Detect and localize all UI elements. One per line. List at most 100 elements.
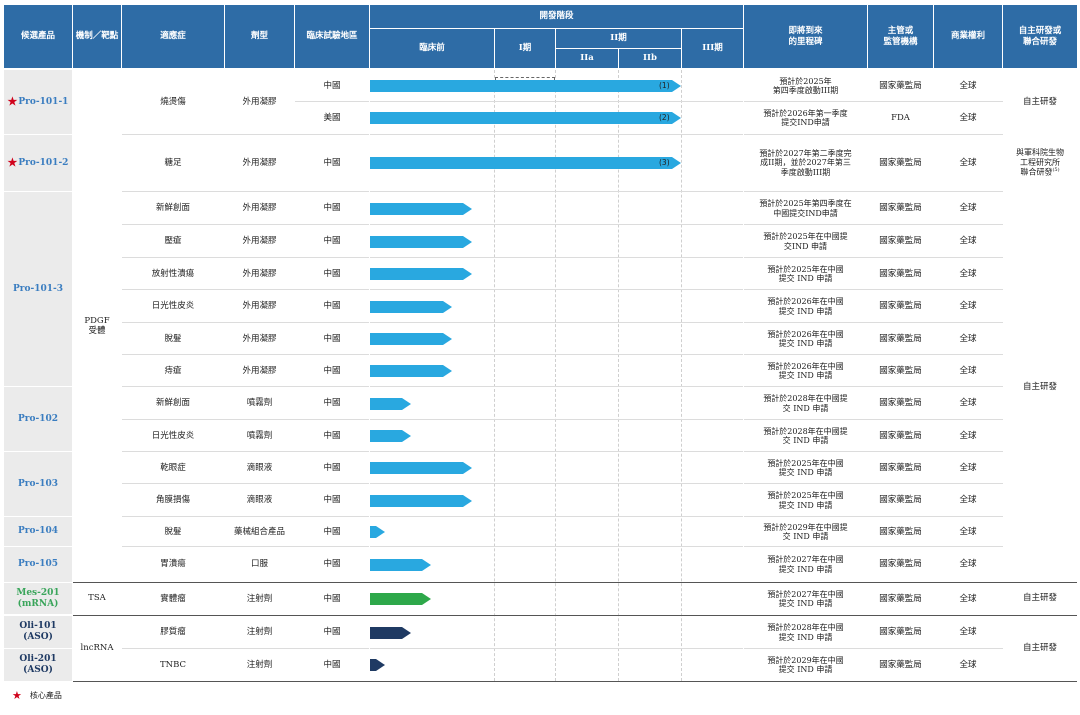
progress-bar: [370, 430, 411, 442]
commercial-rights: 全球: [959, 559, 977, 570]
commercial-rights: 全球: [959, 526, 977, 537]
progress-arrow: [370, 398, 411, 410]
product-mes201: Mes-201 (mRNA): [4, 583, 72, 614]
row-divider: [370, 224, 743, 225]
stage-divider: [555, 70, 556, 681]
indication-burns: 燒燙傷: [122, 70, 224, 134]
header-preclinical: 臨床前: [370, 29, 494, 68]
authority: 國家藥監局: [879, 559, 922, 570]
mechanism-pdgf-line1: PDGF: [84, 315, 110, 326]
row-divider: [370, 483, 743, 484]
header-milestone-line1: 即將到來: [788, 25, 823, 36]
product-cell-pro104: [4, 517, 72, 546]
header-milestone-line2: 的里程碑: [788, 36, 823, 47]
progress-arrow: [370, 157, 681, 169]
product-pro101-2: ★ Pro-101-2: [4, 135, 72, 191]
authority: 國家藥監局: [879, 659, 922, 670]
indication: 壓瘡: [164, 236, 182, 247]
row-divider: [122, 257, 369, 258]
bar-footnote-label: (1): [659, 81, 670, 90]
milestone: 預計於2025年在中國 提交 IND 申請: [767, 264, 844, 283]
authority: 國家藥監局: [879, 268, 922, 279]
progress-bar: [370, 462, 472, 474]
header-stage: 開發階段: [370, 5, 743, 28]
progress-arrow: [370, 659, 385, 671]
legend: ★ 核心產品: [12, 689, 62, 702]
commercial-rights: 全球: [959, 236, 977, 247]
devmode-others-label: 自主研發: [1022, 381, 1057, 392]
row-divider: [744, 451, 1003, 452]
product-pro103: Pro-103: [4, 452, 72, 516]
progress-bar: [370, 559, 431, 571]
row-divider: [122, 354, 369, 355]
dosage-form: 注射劑: [246, 593, 273, 604]
trial-region: 中國: [323, 268, 341, 279]
devmode-pro101-2-line2: 工程研究所: [1020, 157, 1060, 167]
trial-region: 中國: [323, 430, 341, 441]
row-divider: [744, 289, 1003, 290]
header-phase2a: IIa: [556, 49, 618, 68]
authority: 國家藥監局: [879, 203, 922, 214]
header-candidate: 候選產品: [4, 5, 72, 68]
header-region-label: 臨床試驗地區: [306, 31, 358, 42]
header-candidate-label: 候選產品: [20, 31, 55, 42]
dosage-form: 外用凝膠: [242, 333, 277, 344]
progress-bar: [370, 495, 472, 507]
authority: 國家藥監局: [879, 398, 922, 409]
mechanism-pdgf-line2: 受體: [88, 326, 106, 336]
dosage-form: 口服: [250, 559, 268, 570]
authority: 國家藥監局: [879, 495, 922, 506]
stage-divider: [618, 70, 619, 681]
indication: 日光性皮炎: [151, 301, 195, 312]
commercial-rights: 全球: [959, 80, 977, 91]
progress-bar: [370, 333, 452, 345]
row-divider: [122, 322, 369, 323]
stage-divider: [681, 70, 682, 681]
header-rights-label: 商業權利: [950, 31, 985, 42]
commercial-rights: 全球: [959, 398, 977, 409]
header-dosage-form: 劑型: [225, 5, 294, 68]
milestone: 預計於2027年在中國 提交 IND 申請: [767, 555, 844, 574]
trial-region: 中國: [323, 333, 341, 344]
indication: 膠質瘤: [160, 627, 186, 638]
row-divider: [370, 546, 743, 547]
product-pro101-3: Pro-101-3: [4, 192, 72, 386]
commercial-rights: 全球: [959, 593, 977, 604]
header-devmode-line1: 自主研發或: [1018, 25, 1062, 36]
progress-arrow: [370, 268, 472, 280]
row-divider: [370, 289, 743, 290]
row-divider: [744, 546, 1003, 547]
devmode-oli-label: 自主研發: [1022, 643, 1057, 654]
row-divider: [744, 101, 1003, 102]
devmode-others: 自主研發: [1003, 192, 1077, 582]
mechanism-lncrna-label: lncRNA: [80, 643, 114, 654]
product-cell-oli101: [4, 616, 72, 648]
header-phase3: III期: [682, 29, 743, 68]
commercial-rights: 全球: [959, 301, 977, 312]
commercial-rights: 全球: [959, 203, 977, 214]
product-pro101-2-label: Pro-101-2: [18, 157, 69, 168]
dosage-form: 噴霧劑: [246, 398, 273, 409]
row-divider: [744, 191, 1003, 192]
authority: 國家藥監局: [879, 627, 922, 638]
progress-bar: [370, 203, 472, 215]
trial-region: 中國: [323, 659, 341, 670]
header-indication-label: 適應症: [160, 31, 186, 42]
trial-region: 中國: [323, 157, 341, 168]
mechanism-tsa: TSA: [73, 583, 121, 614]
header-phase2b-label: IIb: [643, 53, 657, 64]
mechanism-lncrna: lncRNA: [73, 616, 121, 681]
indication: 脫髮: [164, 333, 182, 344]
dosage-form: 藥械組合產品: [233, 526, 285, 537]
progress-arrow: [370, 430, 411, 442]
row-divider: [744, 322, 1003, 323]
header-phase2-label: II期: [610, 33, 627, 44]
indication: 新鮮創面: [155, 203, 190, 214]
authority: FDA: [891, 112, 910, 123]
devmode-pro101-1: 自主研發: [1003, 70, 1077, 134]
milestone: 預計於2029年在中國提 交 IND 申請: [763, 522, 848, 541]
row-divider: [122, 546, 369, 547]
progress-arrow: [370, 495, 472, 507]
milestone: 預計於2027年第二季度完 成II期，並於2027年第三 季度啟動III期: [759, 149, 852, 177]
row-divider: [744, 257, 1003, 258]
